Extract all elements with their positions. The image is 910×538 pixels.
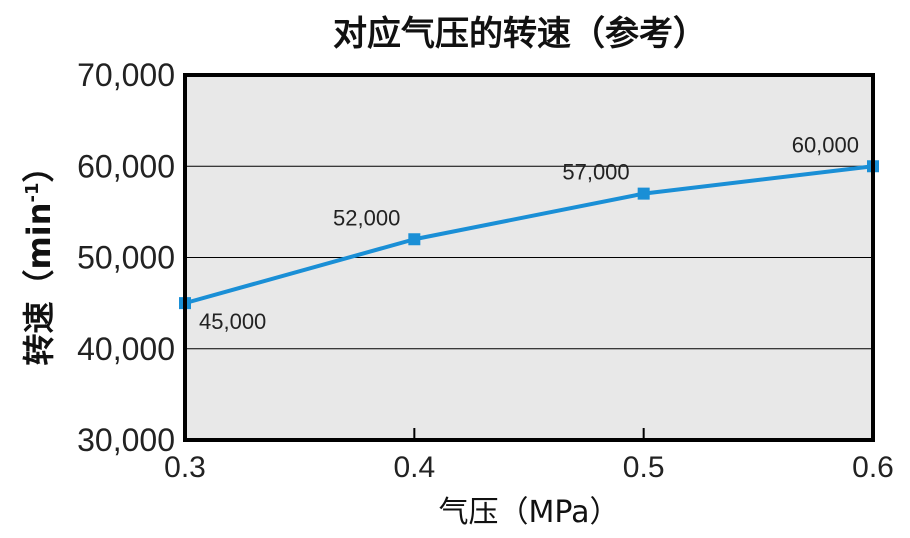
svg-text:转速（min-1）: 转速（min-1） xyxy=(20,150,58,365)
series-line xyxy=(184,164,874,306)
data-point xyxy=(408,233,421,246)
data-label: 60,000 xyxy=(792,132,859,157)
data-point xyxy=(637,187,650,200)
y-axis-label-end: ） xyxy=(20,150,58,182)
y-axis-label-sup: -1 xyxy=(22,182,43,202)
x-axis-label: 气压（MPa） xyxy=(438,495,619,530)
x-tick-label: 0.4 xyxy=(393,451,435,484)
y-tick-label: 60,000 xyxy=(77,148,175,184)
x-tick-label: 0.5 xyxy=(623,451,665,484)
y-axis-ticks: 30,000 40,000 50,000 60,000 70,000 xyxy=(77,57,175,458)
y-axis-label-main: 转速（min xyxy=(20,202,58,365)
y-tick-label: 70,000 xyxy=(77,57,175,93)
y-axis-label: 转速（min-1） xyxy=(20,150,58,365)
plot-frame xyxy=(183,73,875,442)
y-tick-label: 40,000 xyxy=(77,331,175,367)
chart-title: 对应气压的转速（参考） xyxy=(333,14,707,54)
data-label: 45,000 xyxy=(199,309,266,334)
grid-lines xyxy=(185,165,873,350)
x-tick-label: 0.6 xyxy=(852,451,894,484)
data-labels: 45,000 52,000 57,000 60,000 xyxy=(199,132,859,334)
x-tick-label: 0.3 xyxy=(164,451,206,484)
data-label: 57,000 xyxy=(562,160,629,185)
data-label: 52,000 xyxy=(333,205,400,230)
y-tick-label: 30,000 xyxy=(77,422,175,458)
x-axis-ticks: 0.3 0.4 0.5 0.6 xyxy=(164,428,894,484)
y-tick-label: 50,000 xyxy=(77,240,175,276)
